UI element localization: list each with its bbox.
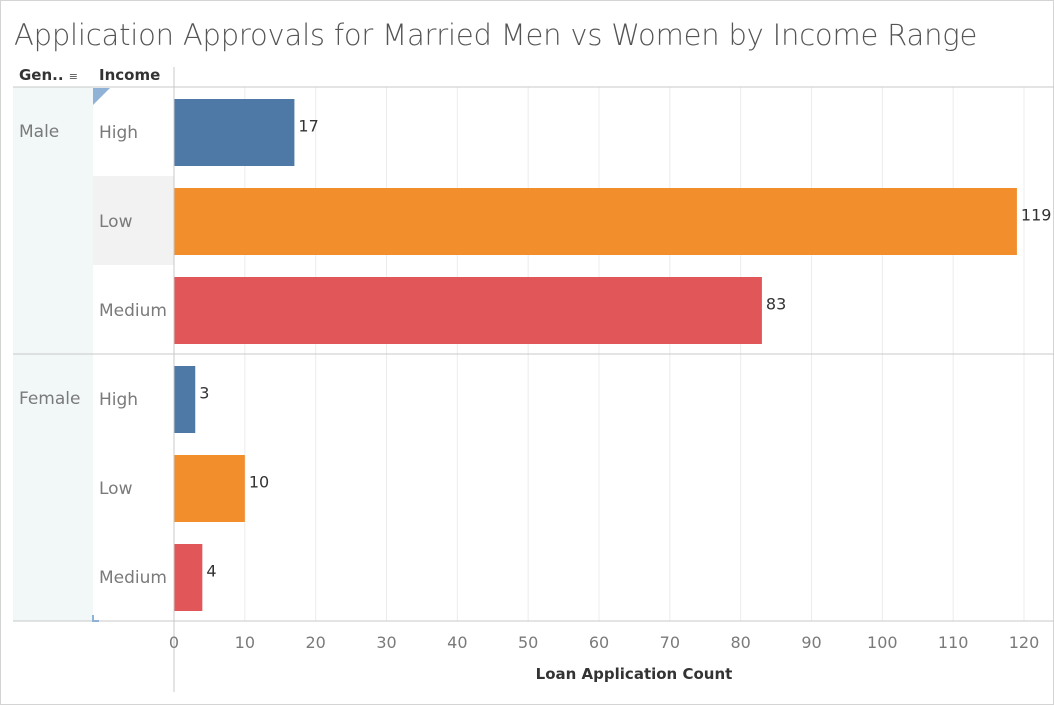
bar-female-medium	[174, 544, 203, 611]
income-label-low: Low	[99, 479, 133, 499]
income-column-header[interactable]: Income	[99, 66, 161, 84]
x-tick-label: 60	[589, 633, 609, 652]
x-tick-label: 70	[660, 633, 680, 652]
x-tick-label: 90	[801, 633, 821, 652]
bar-male-low	[174, 188, 1017, 255]
bar-male-high	[174, 99, 295, 166]
x-tick-label: 50	[518, 633, 538, 652]
gender-label-male: Male	[19, 122, 59, 142]
selection-corner-marker	[93, 88, 110, 105]
data-label: 83	[766, 295, 786, 314]
x-tick-label: 20	[305, 633, 325, 652]
bar-female-low	[174, 455, 245, 522]
chart-title: Application Approvals for Married Men vs…	[14, 18, 978, 52]
x-tick-label: 100	[867, 633, 898, 652]
x-tick-label: 10	[235, 633, 255, 652]
data-label: 119	[1021, 206, 1052, 225]
x-tick-label: 80	[730, 633, 750, 652]
data-label: 3	[199, 384, 209, 403]
x-tick-label: 120	[1009, 633, 1040, 652]
income-label-high: High	[99, 123, 138, 143]
x-tick-label: 110	[938, 633, 969, 652]
selection-corner-marker	[92, 615, 99, 622]
highlighted-row-background	[93, 176, 174, 265]
gender-label-female: Female	[19, 389, 80, 409]
x-tick-label: 30	[376, 633, 396, 652]
bar-female-high	[174, 366, 196, 433]
data-label: 10	[249, 473, 269, 492]
income-label-medium: Medium	[99, 301, 167, 321]
data-label: 4	[206, 562, 216, 581]
income-label-medium: Medium	[99, 568, 167, 588]
bar-male-medium	[174, 277, 762, 344]
sort-icon[interactable]: ≡	[68, 70, 79, 83]
x-axis-title: Loan Application Count	[536, 665, 733, 683]
gender-column-header[interactable]: Gen.. ≡	[19, 66, 78, 84]
income-label-low: Low	[99, 212, 133, 232]
data-label: 17	[298, 117, 318, 136]
gender-header-label: Gen..	[19, 66, 64, 84]
income-label-high: High	[99, 390, 138, 410]
x-tick-label: 40	[447, 633, 467, 652]
x-tick-label: 0	[169, 633, 179, 652]
